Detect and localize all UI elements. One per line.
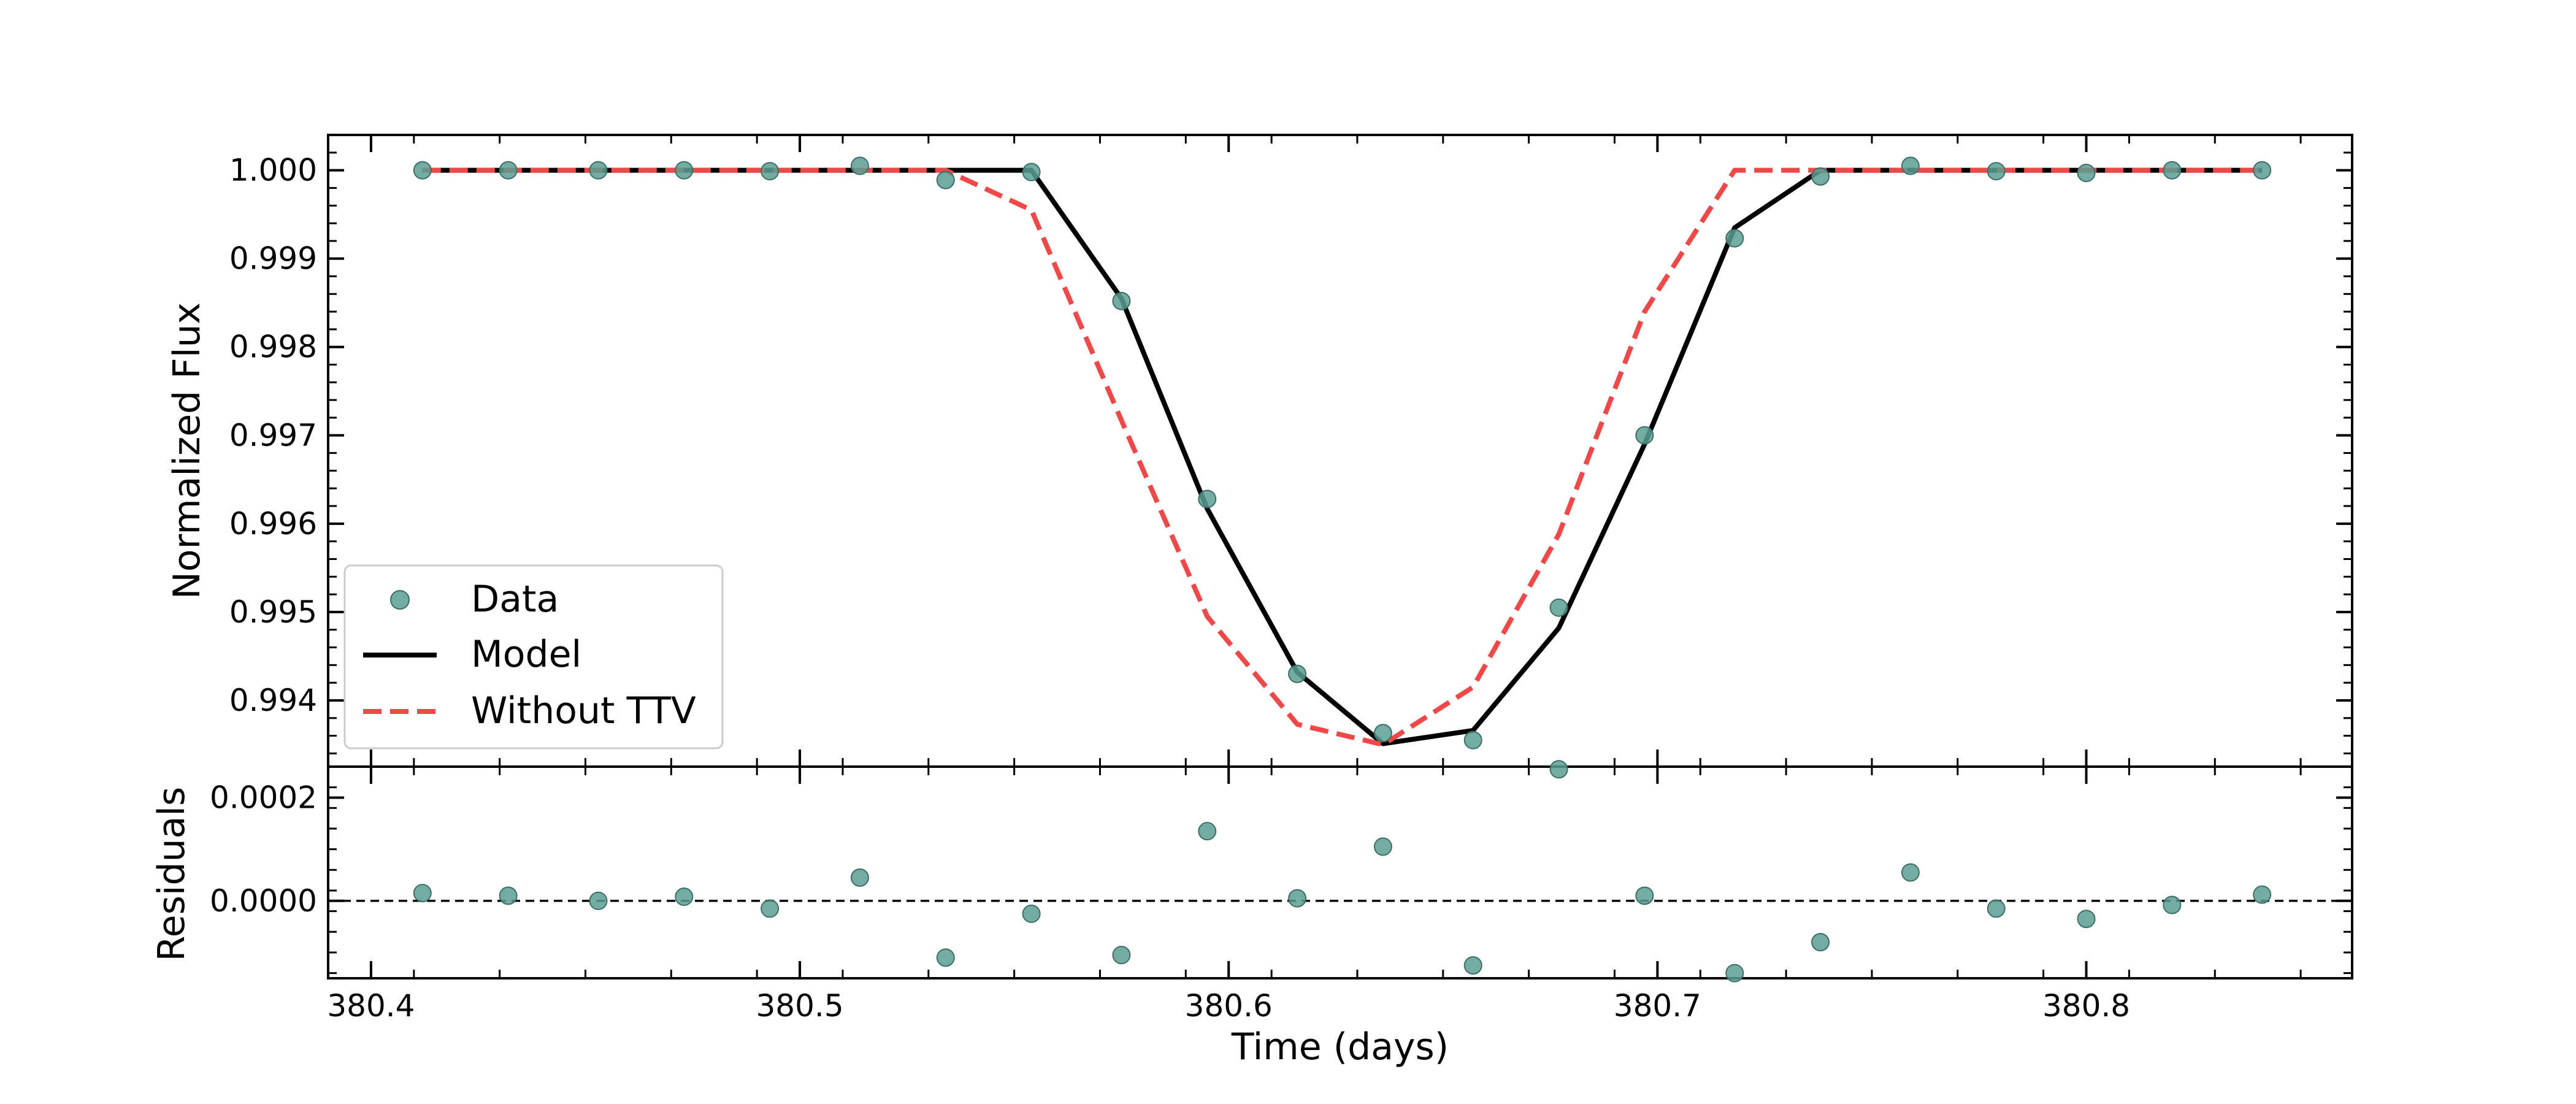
data-point — [1549, 598, 1568, 617]
data-point — [589, 161, 608, 180]
data-point — [1288, 664, 1307, 683]
without-ttv-line — [422, 167, 2263, 747]
data-point — [850, 156, 869, 175]
legend-data-marker — [390, 590, 410, 610]
residual-y-tick-label: 0.0000 — [210, 883, 317, 919]
residual-point — [850, 868, 869, 887]
main-panel: 0.994 0.995 0.996 0.997 0.998 0.999 1.000 Norm… — [166, 134, 2353, 768]
x-tick-label: 380.6 — [1185, 988, 1273, 1024]
data-point — [1373, 724, 1392, 743]
data-point — [1463, 730, 1482, 749]
legend-label-without-ttv: Without TTV — [471, 689, 696, 732]
residual-point — [413, 884, 432, 903]
main-y-axis-label: Normalized Flux — [166, 302, 209, 599]
residual-y-tick-label: 0.0002 — [210, 780, 317, 815]
residual-point — [1725, 964, 1744, 983]
residuals-plot-frame — [327, 765, 2353, 979]
x-axis-label: Time (days) — [1231, 1025, 1449, 1068]
residual-point — [2163, 895, 2182, 914]
data-point — [2163, 161, 2182, 180]
residual-point — [761, 899, 780, 918]
residual-point — [936, 948, 955, 967]
residual-point — [1901, 863, 1920, 882]
main-series — [413, 156, 2272, 749]
data-point — [1198, 489, 1217, 508]
data-point — [675, 161, 694, 180]
main-y-tick-label: 0.995 — [229, 594, 317, 630]
residual-point — [1198, 822, 1217, 841]
residual-point — [1373, 837, 1392, 856]
legend-box — [343, 564, 724, 749]
residuals-panel: 0.0000 0.0002 380.4 380.5 380.6 380.7 380.8 Re… — [150, 760, 2353, 1068]
main-y-tick-label: 0.996 — [229, 506, 317, 542]
main-y-tick-label: 1.000 — [229, 153, 317, 188]
legend-label-data: Data — [471, 578, 559, 621]
data-point — [1022, 163, 1041, 182]
residual-point — [2253, 885, 2272, 904]
data-point — [1635, 426, 1654, 445]
residual-point — [499, 886, 518, 905]
data-point — [1987, 162, 2006, 181]
data-point — [2253, 161, 2272, 180]
residual-point — [1549, 760, 1568, 779]
residual-point — [589, 891, 608, 910]
data-point — [761, 162, 780, 181]
residual-point — [1811, 933, 1830, 952]
x-tick-label: 380.8 — [2042, 988, 2130, 1024]
x-tick-label: 380.5 — [756, 988, 843, 1024]
data-point — [2077, 163, 2096, 182]
legend-label-model: Model — [471, 633, 581, 676]
main-y-tick-label: 0.998 — [229, 329, 317, 365]
residual-point — [2077, 910, 2096, 929]
main-y-tick-label: 0.999 — [229, 241, 317, 277]
residuals-y-axis-label: Residuals — [150, 787, 193, 962]
data-point — [499, 161, 518, 180]
data-point — [1901, 156, 1920, 175]
data-point — [1112, 291, 1131, 310]
residual-point — [1288, 889, 1307, 908]
data-point — [1811, 167, 1830, 186]
data-point — [936, 171, 955, 190]
residual-point — [1112, 946, 1131, 965]
residual-point — [1463, 956, 1482, 975]
main-y-tick-label: 0.997 — [229, 418, 317, 453]
residual-point — [675, 887, 694, 907]
data-point — [1725, 229, 1744, 248]
residual-point — [1987, 899, 2006, 918]
residual-point — [1635, 886, 1654, 905]
x-tick-label: 380.4 — [327, 988, 415, 1024]
residual-point — [1022, 904, 1041, 923]
residuals-ticks: 0.0000 0.0002 380.4 380.5 380.6 380.7 380.8 — [210, 767, 2352, 1024]
data-point — [413, 161, 432, 180]
main-y-tick-label: 0.994 — [229, 683, 317, 718]
main-ticks: 0.994 0.995 0.996 0.997 0.998 0.999 1.000 — [229, 134, 2352, 767]
residuals-series — [328, 760, 2352, 983]
x-tick-label: 380.7 — [1614, 988, 1701, 1024]
legend: Data Model Without TTV — [343, 564, 724, 749]
